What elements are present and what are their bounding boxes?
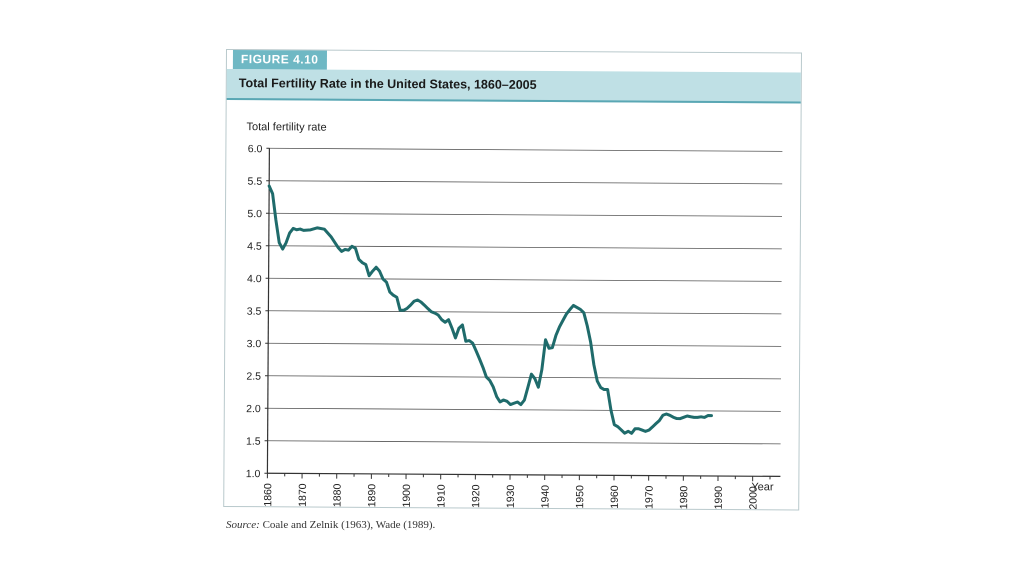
y-gridline [269, 180, 783, 185]
y-tick-label: 1.5 [246, 436, 261, 448]
x-tick-label: 1930 [505, 485, 517, 509]
source-label: Source: [226, 519, 260, 531]
figure-label: FIGURE 4.10 [232, 50, 327, 70]
y-tick-label: 3.5 [247, 306, 262, 318]
x-tick-label: 1860 [262, 483, 274, 507]
x-tick-label: 1870 [297, 483, 309, 507]
x-tick-label: 1880 [332, 483, 344, 507]
x-tick-label: 1940 [539, 485, 551, 509]
y-tick-label: 2.5 [246, 371, 261, 383]
x-tick-label: 1890 [366, 484, 378, 508]
x-tick-label: 1900 [401, 484, 413, 508]
y-gridline [269, 147, 783, 152]
x-tick-label: 2000 [747, 486, 759, 509]
x-tick-label: 1950 [574, 485, 586, 509]
y-gridline [268, 212, 782, 217]
y-tick-label: 6.0 [248, 143, 263, 155]
y-tick-label: 5.5 [248, 176, 263, 188]
y-gridline [267, 407, 781, 412]
x-tick-label: 1970 [643, 485, 655, 509]
y-axis-line [266, 148, 270, 474]
y-axis-label: Total fertility rate [246, 121, 326, 133]
figure-panel: Total Fertility Rate in the United State… [223, 49, 802, 511]
x-tick-label: 1980 [678, 486, 690, 510]
y-tick-label: 3.0 [247, 338, 262, 350]
x-axis-label: Year [751, 481, 774, 493]
x-tick-label: 1960 [609, 485, 621, 509]
y-tick-label: 5.0 [247, 208, 262, 220]
source-text: Coale and Zelnik (1963), Wade (1989). [259, 519, 436, 531]
x-tick-label: 1920 [470, 484, 482, 508]
fertility-rate-line [267, 184, 713, 435]
y-tick-label: 4.5 [247, 241, 262, 253]
y-tick-label: 2.0 [246, 403, 261, 415]
y-gridline [267, 440, 781, 445]
x-axis-line [267, 472, 781, 477]
y-tick-label: 4.0 [247, 273, 262, 285]
figure-title-bar: Total Fertility Rate in the United State… [226, 69, 801, 104]
x-tick-label: 1990 [713, 486, 725, 510]
y-tick-label: 1.0 [246, 468, 261, 480]
y-gridline [268, 277, 782, 282]
source-note: Source: Coale and Zelnik (1963), Wade (1… [226, 519, 435, 531]
y-gridline [268, 375, 781, 380]
fertility-chart: 1.0 1.5 2.0 2.5 3.0 3.5 4.0 4.5 5.0 5.5 6.0 1860 187… [246, 121, 783, 510]
figure-title: Total Fertility Rate in the United State… [238, 76, 537, 92]
y-gridline [268, 342, 782, 347]
x-tick-label: 1910 [436, 484, 448, 508]
y-gridline [268, 310, 782, 315]
